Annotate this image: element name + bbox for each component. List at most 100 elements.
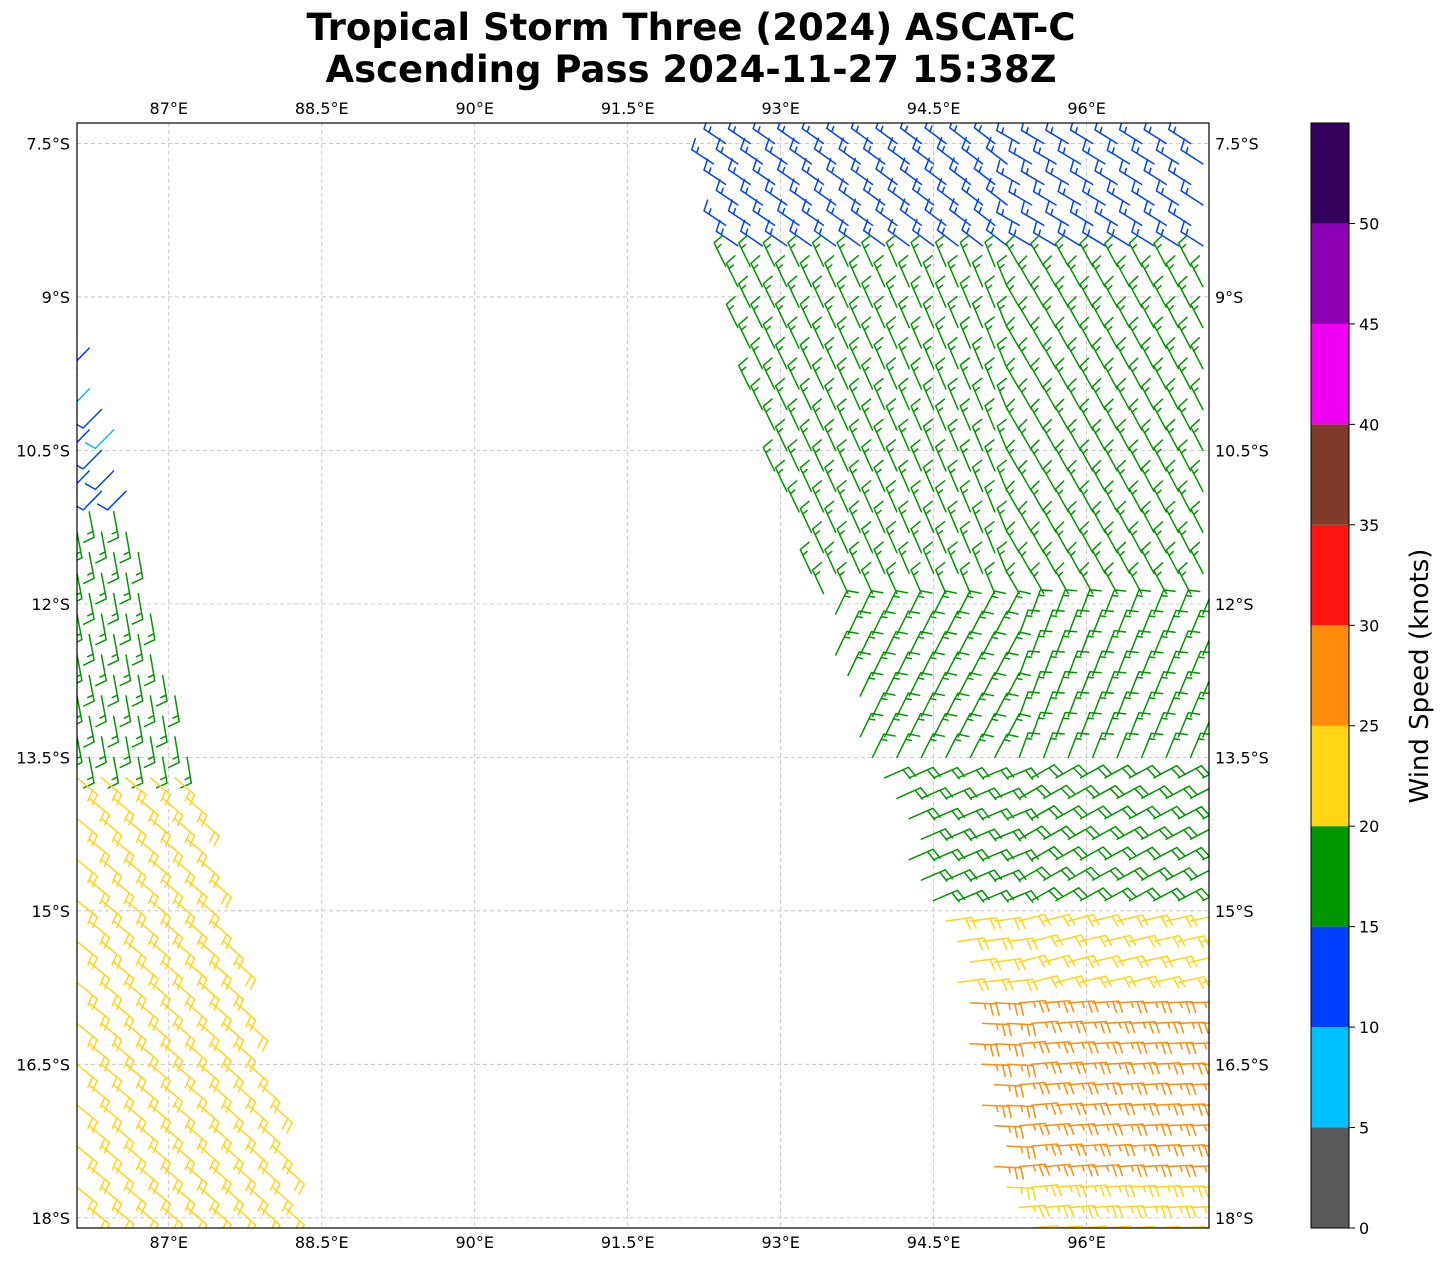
wind-barb <box>1006 1186 1037 1201</box>
wind-barb <box>873 459 886 493</box>
wind-barb <box>1153 764 1186 779</box>
wind-barb <box>850 198 874 227</box>
wind-barb <box>100 817 123 847</box>
wind-barb <box>1055 1020 1087 1034</box>
wind-barb <box>957 590 982 615</box>
wind-barb <box>1140 337 1155 370</box>
wind-barb <box>88 1206 111 1228</box>
wind-barb <box>1020 123 1045 145</box>
wind-barb <box>1106 179 1131 206</box>
wind-barb <box>1018 954 1051 968</box>
wind-barb <box>1018 866 1051 881</box>
wind-barb <box>727 199 751 227</box>
wind-barb <box>1202 814 1209 820</box>
chart-title-line-1: Tropical Storm Three (2024) ASCAT-C <box>307 6 1076 49</box>
wind-barb <box>77 470 90 485</box>
wind-barb <box>836 316 849 349</box>
wind-barb <box>1018 609 1041 636</box>
colorbar-tick-label: 5 <box>1359 1119 1369 1138</box>
wind-barb <box>1054 275 1070 308</box>
wind-barb <box>1140 296 1155 329</box>
wind-barb <box>908 671 933 697</box>
wind-barb <box>1116 255 1131 288</box>
wind-barb <box>873 500 886 534</box>
wind-barb <box>1057 179 1082 206</box>
wind-barb <box>1165 296 1180 329</box>
wind-barb <box>1079 764 1112 779</box>
wind-barb <box>1006 1227 1023 1228</box>
wind-barb <box>100 1145 123 1174</box>
wind-barb <box>149 777 172 806</box>
wind-barb <box>1042 337 1057 370</box>
wind-barb <box>95 572 107 605</box>
wind-barb <box>994 733 1019 759</box>
wind-barb <box>1153 1184 1185 1198</box>
wind-barb <box>922 377 935 411</box>
wind-barb <box>1140 609 1164 636</box>
wind-barb <box>1116 459 1131 493</box>
wind-barb <box>801 198 825 227</box>
wind-barb <box>1189 1042 1209 1050</box>
wind-barb <box>77 1145 98 1174</box>
wind-barb <box>149 817 172 847</box>
wind-barb <box>1165 867 1198 881</box>
wind-barb <box>1104 275 1118 308</box>
wind-barb <box>934 357 947 390</box>
wind-barb <box>984 357 996 390</box>
wind-barb <box>1091 255 1106 288</box>
wind-barb <box>1030 845 1063 861</box>
wind-barb <box>1128 1102 1160 1116</box>
wind-barb <box>871 733 896 759</box>
wind-barb <box>149 1186 172 1215</box>
wind-barb <box>112 1206 135 1228</box>
wind-barb <box>801 157 825 186</box>
wind-barb <box>873 254 886 288</box>
wind-barb <box>1128 1225 1157 1228</box>
wind-barb <box>776 158 800 186</box>
wind-barb <box>912 218 935 247</box>
wind-barb <box>740 219 764 247</box>
wind-barb <box>149 899 172 929</box>
wind-barb <box>125 858 147 888</box>
wind-barb <box>737 316 751 349</box>
wind-barb <box>922 295 935 329</box>
colorbar-bin <box>1311 1027 1349 1128</box>
wind-barb <box>957 631 982 656</box>
wind-barb <box>198 981 220 1011</box>
wind-barb <box>112 961 135 990</box>
wind-barb <box>1189 828 1209 840</box>
wind-barb <box>948 123 972 145</box>
wind-barb <box>1153 1225 1182 1228</box>
wind-barb <box>161 1124 184 1154</box>
wind-barb <box>996 200 1021 227</box>
wind-barb <box>924 157 947 186</box>
wind-barb <box>994 692 1019 718</box>
colorbar-tick-label: 0 <box>1359 1219 1369 1238</box>
lat-tick-label-left: 18°S <box>31 1209 70 1228</box>
wind-barb <box>149 940 172 970</box>
wind-barb <box>1165 418 1180 452</box>
wind-barb <box>787 357 800 390</box>
wind-barb <box>924 198 947 227</box>
wind-barb <box>1030 934 1064 948</box>
wind-barb <box>703 199 727 227</box>
wind-barb <box>259 1124 281 1154</box>
wind-barb <box>1190 377 1204 411</box>
wind-barb <box>1116 866 1149 881</box>
wind-barb <box>107 756 120 789</box>
wind-barb <box>100 899 123 929</box>
wind-barb <box>883 712 909 738</box>
wind-barb <box>1030 316 1045 349</box>
wind-barb <box>186 920 208 950</box>
wind-barb <box>1128 398 1143 431</box>
wind-barb <box>1140 500 1155 534</box>
wind-barb <box>1189 1083 1209 1091</box>
lat-tick-label-left: 13.5°S <box>16 748 70 767</box>
wind-barb <box>1140 732 1164 759</box>
wind-barb <box>920 651 945 677</box>
wind-barb <box>1043 1204 1075 1218</box>
wind-barb <box>1018 691 1041 718</box>
wind-barb <box>836 234 849 267</box>
wind-barb <box>1079 1061 1111 1075</box>
wind-barb <box>84 470 115 491</box>
